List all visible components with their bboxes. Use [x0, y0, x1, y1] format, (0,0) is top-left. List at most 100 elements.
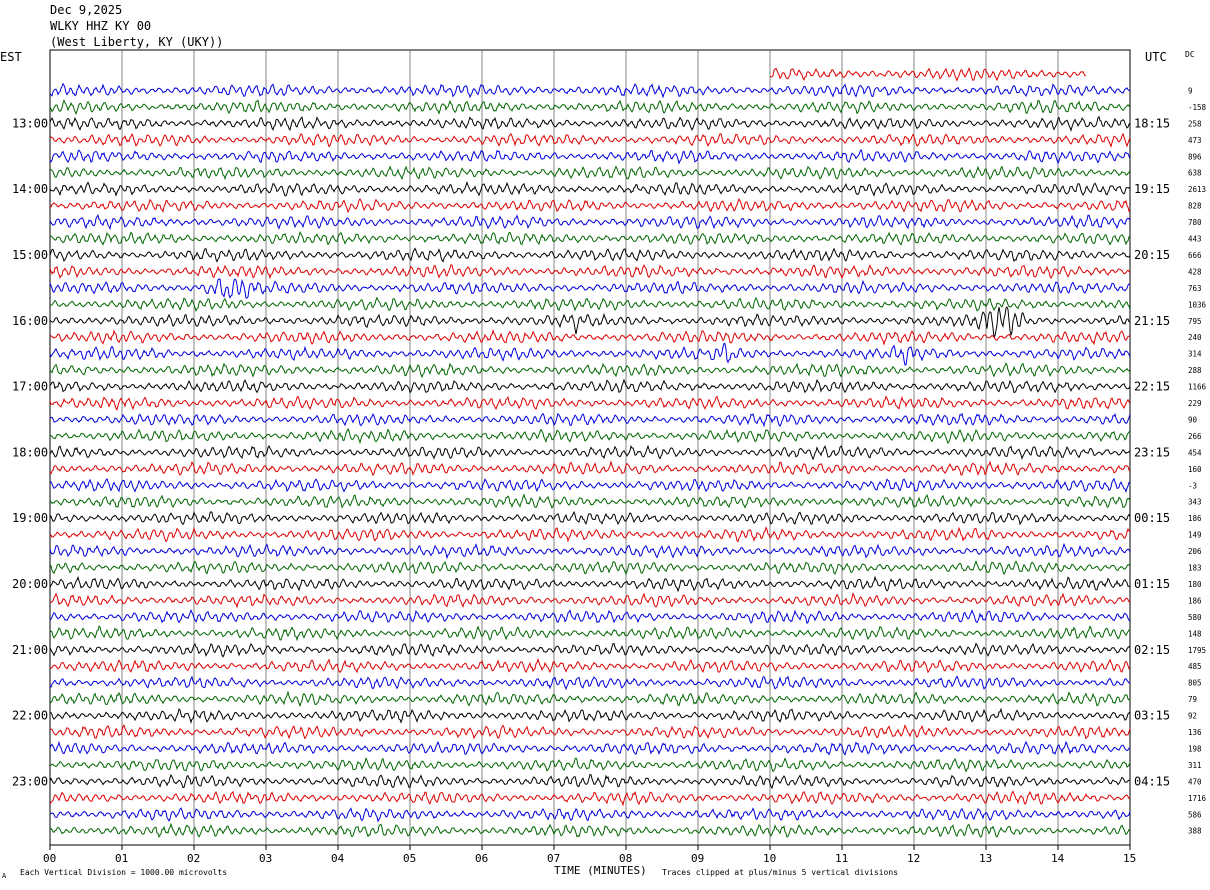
seismic-trace-black	[49, 306, 1131, 338]
seismic-trace-blue	[49, 542, 1131, 560]
seismic-trace-red	[49, 198, 1131, 214]
seismic-trace-red	[769, 67, 1087, 82]
seismic-trace-red	[49, 657, 1131, 674]
dc-offset-label: 186	[1188, 596, 1202, 605]
seismic-trace-red	[49, 395, 1131, 411]
x-tick-label: 14	[1051, 852, 1065, 865]
dc-offset-label: 229	[1188, 399, 1202, 408]
dc-offset-label: 92	[1188, 712, 1197, 721]
seismic-trace-green	[49, 362, 1131, 379]
right-hour-label: 21:15	[1134, 314, 1170, 328]
seismic-trace-red	[49, 592, 1131, 609]
dc-offset-label: 828	[1188, 202, 1202, 211]
scale-note: Each Vertical Division = 1000.00 microvo…	[20, 868, 227, 877]
x-tick-label: 05	[403, 852, 416, 865]
dc-offset-label: 1166	[1188, 383, 1207, 392]
x-tick-label: 11	[835, 852, 848, 865]
right-hour-label: 01:15	[1134, 577, 1170, 591]
left-hour-label: 16:00	[12, 314, 48, 328]
location-label: (West Liberty, KY (UKY))	[50, 35, 224, 49]
right-hour-label: 18:15	[1134, 116, 1170, 130]
dc-offset-label: 79	[1188, 695, 1197, 704]
x-tick-label: 12	[907, 852, 920, 865]
x-tick-label: 02	[187, 852, 200, 865]
seismic-trace-black	[49, 707, 1131, 725]
corner-mark: A	[2, 872, 7, 880]
station-label: WLKY HHZ KY 00	[50, 19, 152, 33]
dc-offset-label: 186	[1188, 514, 1202, 523]
x-tick-label: 10	[763, 852, 776, 865]
seismic-trace-green	[49, 822, 1131, 839]
dc-offset-label: 473	[1188, 136, 1202, 145]
dc-offset-label: 805	[1188, 679, 1202, 688]
dc-offset-label: 638	[1188, 169, 1202, 178]
seismic-trace-black	[49, 378, 1131, 394]
x-axis-label: TIME (MINUTES)	[554, 864, 647, 877]
dc-offset-label: 586	[1188, 810, 1202, 819]
date-label: Dec 9,2025	[50, 3, 123, 17]
dc-offset-label: 183	[1188, 564, 1202, 573]
seismic-trace-red	[49, 328, 1131, 346]
dc-offset-label: -3	[1188, 481, 1197, 490]
dc-offset-label: 9	[1188, 86, 1193, 95]
dc-offset-label: 666	[1188, 251, 1202, 260]
seismic-trace-blue	[49, 675, 1131, 691]
dc-offset-label: 149	[1188, 531, 1202, 540]
left-timezone-label: EST	[0, 50, 22, 64]
seismic-trace-red	[49, 132, 1131, 148]
plot-frame	[49, 49, 1131, 846]
seismic-trace-black	[49, 247, 1131, 263]
seismic-trace-black	[49, 115, 1131, 132]
seismic-trace-black	[49, 642, 1131, 658]
seismic-trace-blue	[49, 807, 1131, 823]
dc-offset-label: 470	[1188, 777, 1202, 786]
seismic-trace-red	[49, 724, 1131, 740]
dc-offset-label: 314	[1188, 350, 1202, 359]
right-hour-label: 00:15	[1134, 511, 1170, 525]
seismic-trace-red	[49, 790, 1131, 807]
dc-offset-label: 443	[1188, 235, 1202, 244]
left-hour-label: 18:00	[12, 445, 48, 459]
dc-offset-label: 580	[1188, 613, 1202, 622]
seismic-trace-black	[49, 510, 1131, 526]
dc-offset-label: 763	[1188, 284, 1202, 293]
right-hour-label: 19:15	[1134, 182, 1170, 196]
right-hour-label: 02:15	[1134, 643, 1170, 657]
dc-header-label: DC	[1185, 50, 1195, 59]
left-hour-label: 20:00	[12, 577, 48, 591]
dc-offset-label: 795	[1188, 317, 1202, 326]
left-hour-label: 13:00	[12, 116, 48, 130]
left-hour-label: 19:00	[12, 511, 48, 525]
left-hour-label: 22:00	[12, 709, 48, 723]
x-tick-label: 07	[547, 852, 560, 865]
x-tick-label: 04	[331, 852, 345, 865]
dc-offset-label: 780	[1188, 218, 1202, 227]
dc-offset-label: 240	[1188, 333, 1202, 342]
right-hour-label: 03:15	[1134, 709, 1170, 723]
seismic-trace-green	[49, 296, 1131, 313]
seismic-trace-red	[49, 264, 1131, 280]
right-hour-label: 23:15	[1134, 445, 1170, 459]
seismic-trace-blue	[49, 740, 1131, 756]
seismic-trace-green	[49, 625, 1131, 642]
dc-offset-label: 266	[1188, 432, 1202, 441]
left-hour-label: 17:00	[12, 380, 48, 394]
dc-offset-label: 428	[1188, 267, 1202, 276]
left-hour-label: 15:00	[12, 248, 48, 262]
seismic-trace-blue	[49, 412, 1131, 428]
seismic-trace-green	[49, 231, 1131, 246]
seismic-trace-green	[49, 690, 1131, 708]
x-tick-label: 01	[115, 852, 128, 865]
dc-offset-label: 160	[1188, 465, 1202, 474]
seismic-trace-black	[49, 180, 1131, 197]
dc-offset-label: 258	[1188, 119, 1202, 128]
x-tick-label: 13	[979, 852, 992, 865]
right-timezone-label: UTC	[1145, 50, 1167, 64]
left-hour-label: 14:00	[12, 182, 48, 196]
dc-offset-label: 896	[1188, 152, 1202, 161]
dc-offset-label: 288	[1188, 366, 1202, 375]
dc-offset-label: 311	[1188, 761, 1202, 770]
dc-offset-label: 1716	[1188, 794, 1207, 803]
dc-offset-label: 206	[1188, 547, 1202, 556]
